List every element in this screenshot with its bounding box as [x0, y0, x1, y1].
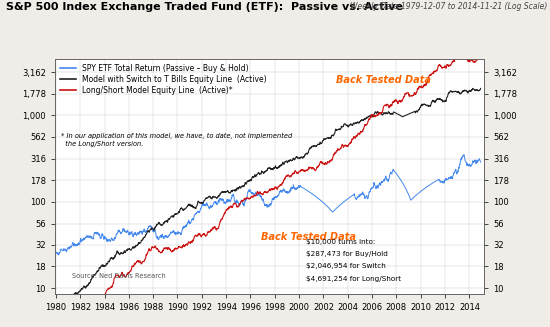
Text: $10,000 turns into:: $10,000 turns into:	[306, 239, 375, 245]
Text: Back Tested Data: Back Tested Data	[261, 232, 356, 242]
Text: Weekly Data 1979-12-07 to 2014-11-21 (Log Scale): Weekly Data 1979-12-07 to 2014-11-21 (Lo…	[350, 2, 547, 11]
Text: $4,691,254 for Long/Short: $4,691,254 for Long/Short	[306, 276, 401, 282]
Text: $2,046,954 for Switch: $2,046,954 for Switch	[306, 264, 386, 269]
Text: $287,473 for Buy/Hold: $287,473 for Buy/Hold	[306, 251, 388, 257]
Text: S&P 500 Index Exchange Traded Fund (ETF):  Passive vs. Active: S&P 500 Index Exchange Traded Fund (ETF)…	[6, 2, 403, 12]
Text: Source: Ned Davis Research: Source: Ned Davis Research	[72, 273, 166, 279]
Legend: SPY ETF Total Return (Passive – Buy & Hold), Model with Switch to T Bills Equity: SPY ETF Total Return (Passive – Buy & Ho…	[59, 63, 268, 96]
Text: * In our application of this model, we have, to date, not implemented
  the Long: * In our application of this model, we h…	[62, 133, 293, 147]
Text: Back Tested Data: Back Tested Data	[336, 75, 431, 85]
